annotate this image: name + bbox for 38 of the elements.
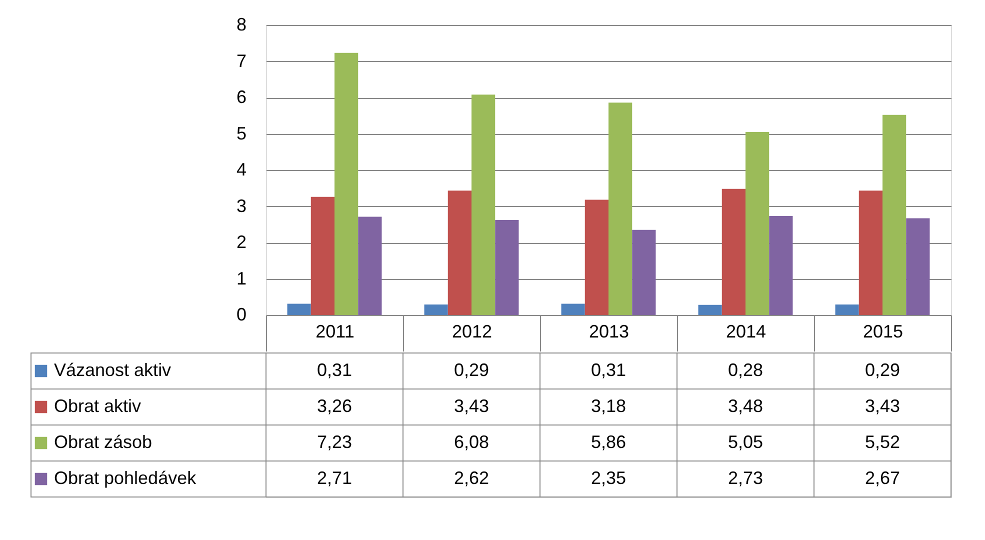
- data-label: 6,08: [454, 432, 490, 452]
- data-label: 3,26: [316, 396, 352, 416]
- y-tick-label: 2: [236, 232, 246, 252]
- legend-label: Vázanost aktiv: [54, 360, 172, 380]
- y-tick-label: 1: [236, 268, 246, 288]
- y-tick-label: 8: [236, 14, 246, 34]
- x-tick-label: 2012: [452, 322, 492, 342]
- y-tick-label: 0: [236, 304, 246, 324]
- data-label: 3,43: [864, 396, 900, 416]
- data-label: 0,29: [864, 360, 900, 380]
- data-label: 3,43: [454, 396, 490, 416]
- data-label: 2,35: [590, 468, 626, 488]
- data-label: 3,18: [590, 396, 626, 416]
- data-label: 2,71: [316, 468, 352, 488]
- data-label: 5,52: [864, 432, 900, 452]
- legend-label: Obrat zásob: [54, 432, 152, 452]
- legend-label: Obrat aktiv: [54, 396, 142, 416]
- y-tick-label: 4: [236, 160, 246, 180]
- data-label: 2,73: [728, 468, 764, 488]
- y-tick-label: 3: [236, 196, 246, 216]
- x-tick-label: 2011: [316, 322, 354, 342]
- data-label: 0,28: [728, 360, 764, 380]
- y-tick-label: 6: [236, 87, 246, 107]
- legend-label: Obrat pohledávek: [54, 468, 198, 488]
- x-tick-label: 2015: [862, 322, 904, 342]
- data-label: 2,67: [864, 468, 900, 488]
- data-label: 0,31: [316, 360, 352, 380]
- x-tick-label: 2014: [726, 322, 766, 342]
- y-tick-label: 5: [236, 123, 246, 144]
- data-label: 2,62: [454, 468, 490, 488]
- data-label: 7,23: [316, 432, 352, 452]
- x-tick-label: 2013: [588, 322, 630, 342]
- data-label: 0,31: [590, 360, 626, 380]
- data-label: 0,29: [454, 360, 490, 380]
- data-label: 5,86: [590, 432, 626, 452]
- data-label: 5,05: [728, 432, 764, 452]
- y-tick-label: 7: [236, 50, 246, 71]
- data-label: 3,48: [728, 396, 764, 416]
